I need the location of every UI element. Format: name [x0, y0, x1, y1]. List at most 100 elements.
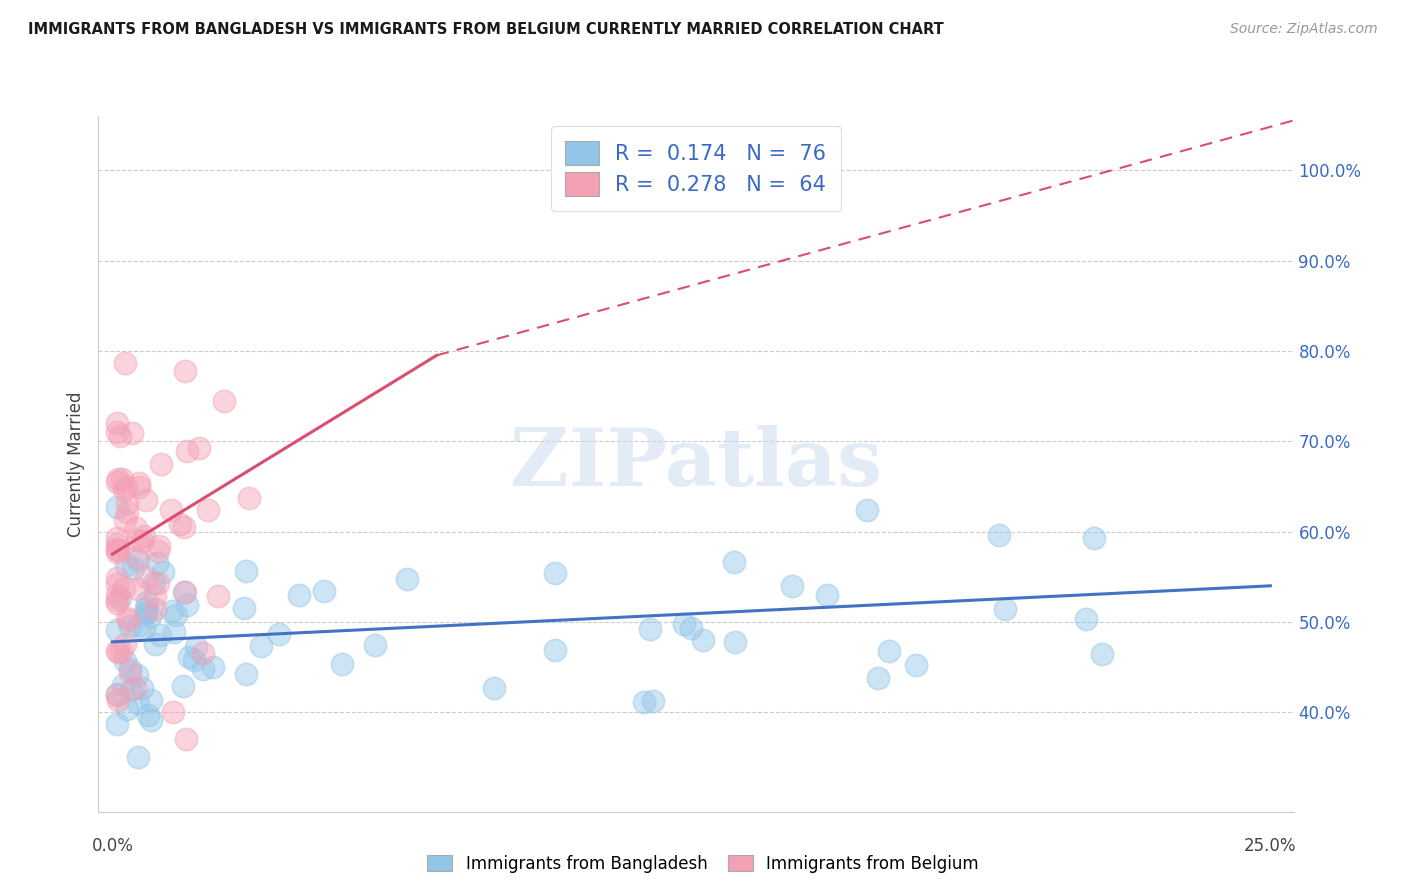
Legend: Immigrants from Bangladesh, Immigrants from Belgium: Immigrants from Bangladesh, Immigrants f…: [420, 848, 986, 880]
Point: [139, 713, 162, 727]
Point: [191, 662, 214, 676]
Point: [143, 637, 166, 651]
Point: [146, 544, 169, 558]
Point: [160, 604, 183, 618]
Point: [120, 619, 142, 633]
Point: [117, 496, 139, 510]
Point: [197, 502, 219, 516]
Point: [150, 457, 173, 471]
Y-axis label: Currently Married: Currently Married: [67, 391, 86, 537]
Point: [868, 671, 890, 685]
Point: [207, 590, 229, 604]
Point: [105, 545, 128, 559]
Point: [135, 605, 157, 619]
Point: [146, 575, 169, 590]
Point: [692, 632, 714, 647]
Point: [186, 640, 208, 654]
Point: [148, 539, 170, 553]
Text: IMMIGRANTS FROM BANGLADESH VS IMMIGRANTS FROM BELGIUM CURRENTLY MARRIED CORRELAT: IMMIGRANTS FROM BANGLADESH VS IMMIGRANTS…: [28, 22, 943, 37]
Point: [110, 644, 132, 658]
Point: [105, 417, 128, 431]
Point: [105, 577, 128, 591]
Point: [395, 572, 418, 586]
Point: [191, 646, 214, 660]
Point: [108, 429, 131, 443]
Legend: R =  0.174   N =  76, R =  0.278   N =  64: R = 0.174 N = 76, R = 0.278 N = 64: [551, 127, 841, 211]
Point: [114, 513, 136, 527]
Point: [856, 503, 879, 517]
Point: [127, 582, 149, 596]
Point: [134, 528, 156, 542]
Point: [131, 681, 153, 695]
Point: [183, 653, 205, 667]
Point: [174, 732, 197, 747]
Text: Source: ZipAtlas.com: Source: ZipAtlas.com: [1230, 22, 1378, 37]
Point: [118, 665, 141, 679]
Point: [148, 627, 170, 641]
Point: [139, 609, 162, 624]
Point: [1083, 531, 1105, 545]
Point: [233, 600, 256, 615]
Text: ZIPatlas: ZIPatlas: [510, 425, 882, 503]
Point: [135, 570, 157, 584]
Point: [330, 657, 353, 671]
Point: [114, 654, 136, 668]
Point: [105, 644, 128, 658]
Point: [152, 565, 174, 579]
Point: [105, 571, 128, 585]
Point: [107, 645, 129, 659]
Point: [877, 644, 900, 658]
Point: [125, 667, 148, 681]
Point: [235, 667, 257, 681]
Point: [238, 491, 260, 505]
Point: [139, 693, 162, 707]
Point: [114, 558, 136, 573]
Point: [105, 688, 128, 702]
Point: [267, 626, 290, 640]
Point: [115, 505, 138, 519]
Point: [188, 442, 211, 456]
Point: [135, 601, 157, 615]
Point: [988, 528, 1011, 542]
Point: [723, 556, 745, 570]
Point: [105, 689, 128, 703]
Point: [143, 602, 166, 616]
Point: [235, 565, 257, 579]
Point: [135, 606, 157, 620]
Point: [107, 542, 129, 557]
Point: [118, 662, 141, 676]
Point: [112, 483, 135, 497]
Point: [127, 697, 149, 711]
Point: [176, 444, 198, 458]
Point: [1074, 612, 1097, 626]
Point: [162, 705, 184, 719]
Point: [145, 556, 167, 570]
Point: [482, 681, 505, 695]
Point: [115, 611, 138, 625]
Point: [110, 591, 132, 606]
Point: [112, 678, 135, 692]
Point: [544, 642, 567, 657]
Point: [135, 493, 157, 508]
Point: [815, 587, 838, 601]
Point: [994, 602, 1017, 616]
Point: [134, 623, 156, 637]
Point: [114, 480, 136, 494]
Point: [105, 537, 128, 551]
Point: [114, 637, 136, 651]
Point: [122, 561, 145, 575]
Point: [172, 679, 194, 693]
Point: [138, 708, 160, 723]
Point: [128, 618, 150, 632]
Point: [105, 623, 128, 637]
Text: 0.0%: 0.0%: [91, 837, 134, 855]
Point: [118, 613, 141, 627]
Point: [105, 596, 128, 610]
Point: [174, 584, 197, 599]
Point: [125, 521, 148, 535]
Point: [105, 541, 128, 556]
Point: [169, 517, 191, 532]
Point: [121, 426, 143, 441]
Point: [672, 617, 695, 632]
Point: [127, 552, 149, 566]
